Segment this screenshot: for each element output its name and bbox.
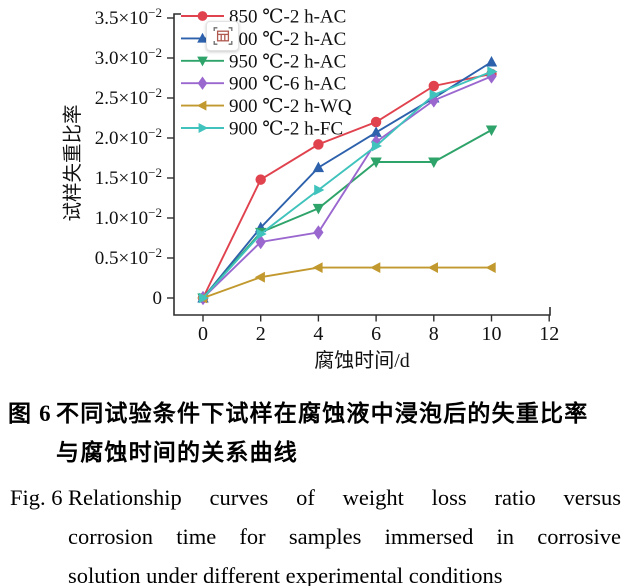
caption-en-line-1: Relationship curves of weight loss ratio… (68, 485, 621, 510)
caption-zh: 图 6 不同试验条件下试样在腐蚀液中浸泡后的失重比率 与腐蚀时间的关系曲线 (0, 394, 629, 472)
svg-text:0: 0 (153, 288, 163, 309)
svg-text:900 ℃-6 h-AC: 900 ℃-6 h-AC (229, 74, 346, 95)
y-axis-title: 试样失重比率 (62, 104, 84, 221)
weight-loss-line-chart: 0 0.5×10−2 1.0×10−2 1.5×10−2 2.0×10−2 2.5×10−… (62, 5, 559, 372)
svg-text:4: 4 (313, 323, 323, 345)
caption-en-line-2: corrosion time for samples immersed in c… (68, 524, 621, 549)
svg-text:2.5×10−2: 2.5×10−2 (95, 85, 162, 109)
svg-text:900 ℃-2 h-AC: 900 ℃-2 h-AC (229, 29, 346, 50)
x-tick-labels: 0 2 4 6 8 10 12 (198, 323, 559, 345)
caption-zh-body: 不同试验条件下试样在腐蚀液中浸泡后的失重比率 与腐蚀时间的关系曲线 (56, 394, 629, 472)
legend-item-3: 900 ℃-6 h-AC (181, 74, 346, 95)
svg-text:10: 10 (482, 323, 502, 345)
legend-item-2: 950 ℃-2 h-AC (181, 51, 346, 72)
series-900-2h-FC (198, 66, 498, 304)
caption-zh-label: 图 6 (8, 401, 52, 426)
y-tick-labels: 0 0.5×10−2 1.0×10−2 1.5×10−2 2.0×10−2 2.5×10−… (95, 5, 162, 309)
legend-item-0: 850 ℃-2 h-AC (181, 7, 346, 28)
svg-text:2: 2 (256, 323, 266, 345)
legend-item-5: 900 ℃-2 h-FC (181, 119, 343, 140)
svg-text:900 ℃-2 h-WQ: 900 ℃-2 h-WQ (229, 96, 352, 117)
table-capture-icon[interactable] (206, 21, 239, 51)
svg-text:3.5×10−2: 3.5×10−2 (95, 5, 162, 29)
series-950-2h-AC (197, 125, 498, 304)
svg-text:0: 0 (198, 323, 208, 345)
svg-text:900 ℃-2 h-FC: 900 ℃-2 h-FC (229, 119, 343, 140)
caption-en: Fig. 6 Relationship curves of weight los… (0, 478, 629, 586)
legend-item-4: 900 ℃-2 h-WQ (181, 96, 352, 117)
svg-text:6: 6 (371, 323, 381, 345)
svg-text:1.5×10−2: 1.5×10−2 (95, 165, 162, 189)
caption-en-label: Fig. 6 (10, 485, 63, 510)
series-900-2h-WQ (197, 262, 496, 304)
x-axis-title: 腐蚀时间/d (314, 349, 410, 372)
caption-zh-line-2: 与腐蚀时间的关系曲线 (56, 440, 298, 465)
caption-en-body: Relationship curves of weight loss ratio… (68, 478, 629, 586)
axes (167, 13, 551, 322)
svg-text:0.5×10−2: 0.5×10−2 (95, 245, 162, 269)
svg-text:8: 8 (429, 323, 439, 345)
svg-text:12: 12 (539, 323, 559, 345)
svg-text:850 ℃-2 h-AC: 850 ℃-2 h-AC (229, 7, 346, 28)
caption-en-line-3: solution under different experimental co… (68, 563, 503, 586)
svg-text:2.0×10−2: 2.0×10−2 (95, 125, 162, 149)
svg-text:950 ℃-2 h-AC: 950 ℃-2 h-AC (229, 51, 346, 72)
svg-text:1.0×10−2: 1.0×10−2 (95, 205, 162, 229)
table-grid-icon (213, 27, 232, 45)
corrosion-chart: 0 0.5×10−2 1.0×10−2 1.5×10−2 2.0×10−2 2.5×10−… (62, 5, 559, 372)
svg-text:3.0×10−2: 3.0×10−2 (95, 45, 162, 69)
caption-zh-line-1: 不同试验条件下试样在腐蚀液中浸泡后的失重比率 (56, 401, 589, 426)
